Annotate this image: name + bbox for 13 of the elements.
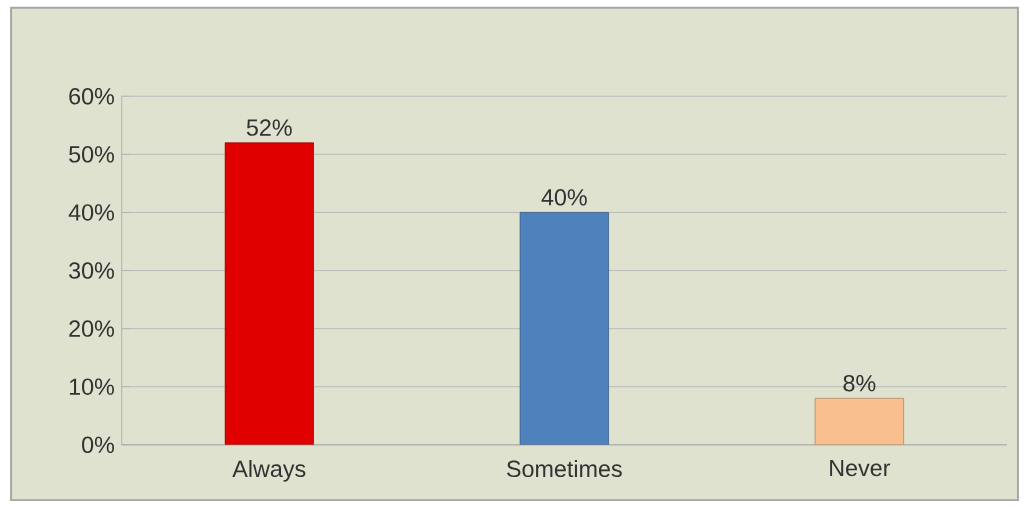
y-tick-label: 0% (82, 436, 115, 454)
y-tick-label: 50% (69, 146, 114, 163)
data-label: 8% (843, 375, 876, 392)
y-tick-label: 20% (69, 320, 114, 338)
y-tick-label: 60% (69, 88, 114, 105)
y-tick-label: 40% (68, 204, 114, 221)
data-label: 40% (541, 189, 587, 206)
y-tick-label: 30% (69, 262, 114, 279)
y-tick-label: 10% (69, 378, 114, 396)
x-tick-label: Sometimes (507, 460, 622, 478)
x-tick-label: Never (830, 460, 891, 477)
x-tick-label: Always (232, 460, 306, 482)
data-label: 52% (246, 119, 292, 137)
